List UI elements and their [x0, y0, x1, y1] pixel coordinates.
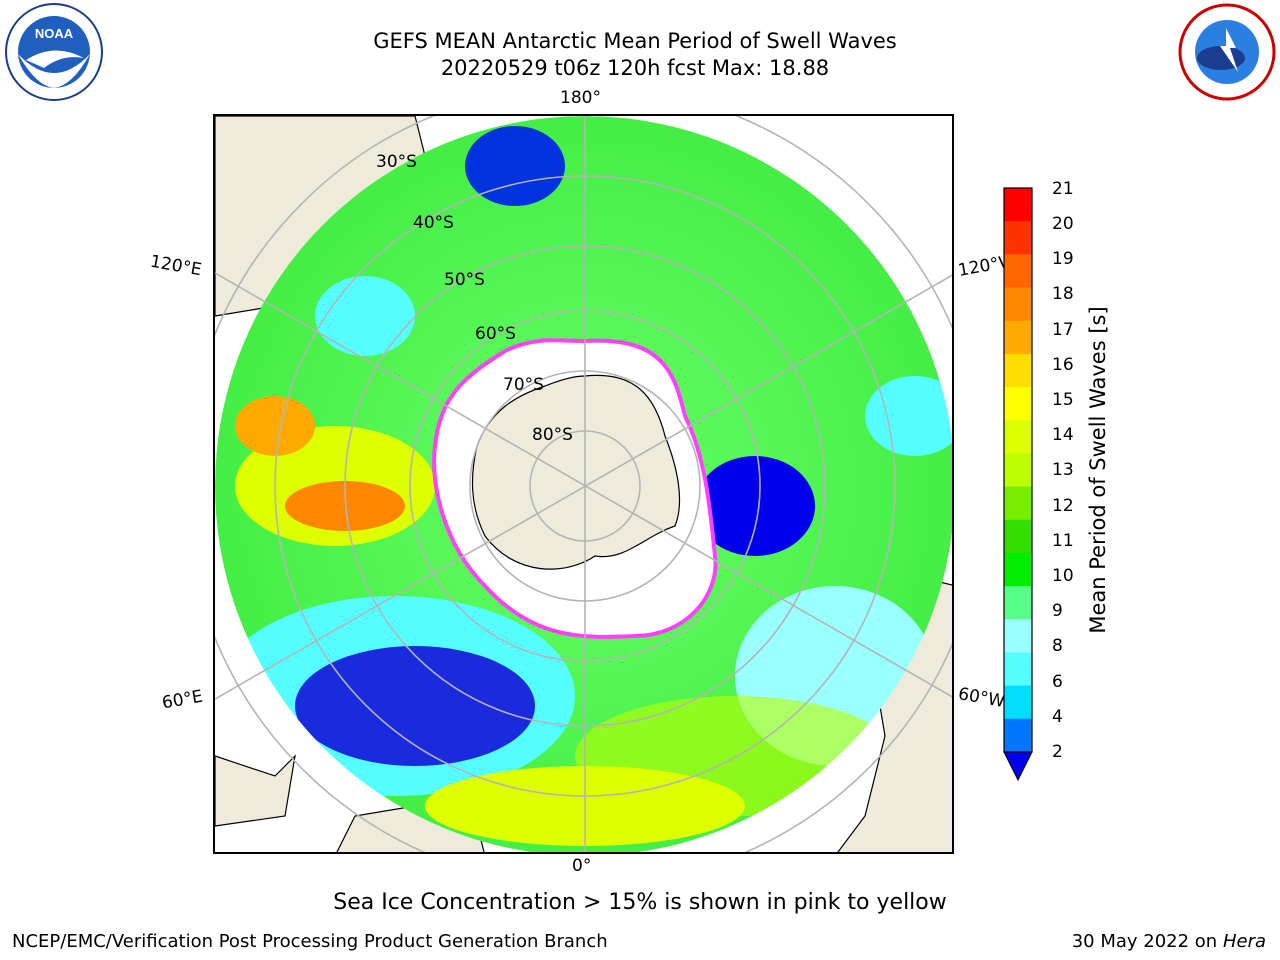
colorbar-swatch — [1004, 552, 1032, 587]
colorbar-tick: 20 — [1052, 214, 1074, 234]
lon-label-60e: 60°E — [160, 686, 205, 714]
colorbar-label: Mean Period of Swell Waves [s] — [1086, 306, 1110, 634]
lon-label-0: 0° — [572, 856, 592, 876]
colorbar-swatch — [1004, 586, 1032, 620]
chart-subtitle: 20220529 t06z 120h fcst Max: 18.88 — [440, 56, 830, 80]
colorbar-swatch — [1004, 420, 1032, 454]
colorbar-tick: 8 — [1052, 636, 1063, 656]
colorbar-swatch — [1004, 453, 1032, 488]
colorbar-tick: 14 — [1052, 425, 1074, 445]
nws-logo-icon — [1176, 2, 1278, 106]
lat-label-40s: 40°S — [413, 213, 454, 233]
sea-ice-caption: Sea Ice Concentration > 15% is shown in … — [333, 890, 947, 915]
colorbar-tick: 16 — [1052, 355, 1074, 375]
lat-label-80s: 80°S — [532, 425, 573, 445]
colorbar-swatch — [1004, 188, 1032, 222]
colorbar-tick: 19 — [1052, 249, 1074, 269]
colorbar-tick: 21 — [1052, 179, 1074, 199]
footer-credit: NCEP/EMC/Verification Post Processing Pr… — [12, 931, 608, 952]
colorbar-tick: 4 — [1052, 707, 1063, 727]
colorbar-tick: 6 — [1052, 672, 1063, 692]
noaa-logo-text: NOAA — [35, 26, 74, 41]
lon-label-120e: 120°E — [148, 251, 204, 281]
colorbar-swatch — [1004, 353, 1032, 388]
colorbar-swatch — [1004, 652, 1032, 687]
colorbar-tick: 13 — [1052, 460, 1074, 480]
lat-label-30s: 30°S — [376, 152, 417, 172]
colorbar-swatch — [1004, 619, 1032, 653]
footer-date-text: 30 May 2022 on — [1071, 931, 1218, 952]
madagascar-land — [215, 754, 296, 827]
lon-label-180: 180° — [560, 88, 601, 108]
lat-label-70s: 70°S — [503, 375, 544, 395]
colorbar-swatch — [1004, 221, 1032, 255]
colorbar-tick: 18 — [1052, 284, 1074, 304]
map-panel — [213, 114, 954, 854]
lat-label-50s: 50°S — [444, 270, 485, 290]
map-canvas — [215, 116, 952, 852]
colorbar-swatch — [1004, 254, 1032, 289]
colorbar-swatch — [1004, 718, 1032, 753]
colorbar-tick: 12 — [1052, 496, 1074, 516]
colorbar-tick: 10 — [1052, 566, 1074, 586]
colorbar-tick: 15 — [1052, 390, 1074, 410]
colorbar-swatch — [1004, 387, 1032, 421]
colorbar — [1003, 187, 1033, 782]
colorbar-swatch — [1004, 320, 1032, 355]
colorbar-swatch — [1004, 486, 1032, 521]
colorbar-tick: 17 — [1052, 320, 1074, 340]
footer-host: Hera — [1222, 931, 1266, 952]
colorbar-tick: 9 — [1052, 601, 1063, 621]
colorbar-swatch — [1004, 685, 1032, 720]
colorbar-tick: 11 — [1052, 531, 1074, 551]
noaa-logo-icon: NOAA — [2, 2, 106, 110]
chart-title: GEFS MEAN Antarctic Mean Period of Swell… — [373, 29, 897, 53]
colorbar-swatch — [1004, 287, 1032, 322]
colorbar-swatch — [1004, 519, 1032, 554]
graticule — [215, 116, 952, 852]
footer-date: 30 May 2022 on Hera — [1072, 931, 1266, 952]
colorbar-tick: 2 — [1052, 742, 1063, 762]
lat-label-60s: 60°S — [475, 324, 516, 344]
